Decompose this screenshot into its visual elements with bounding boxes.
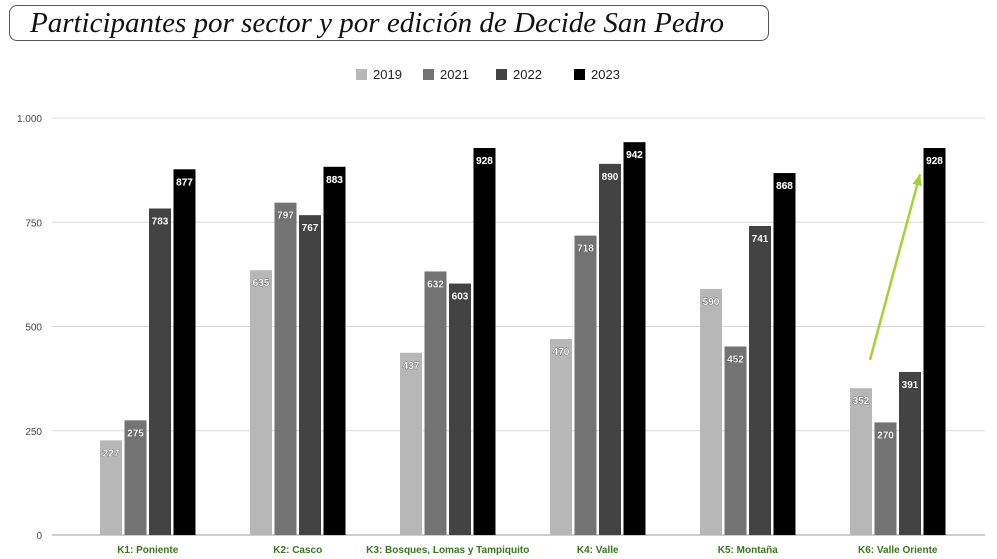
data-label: 741 bbox=[752, 234, 769, 245]
bar bbox=[749, 226, 771, 536]
data-label: 632 bbox=[427, 279, 444, 290]
data-label: 227 bbox=[103, 448, 120, 459]
data-label: 718 bbox=[577, 244, 594, 255]
chart-title-box: Participantes por sector y por edición d… bbox=[9, 5, 769, 41]
chart-title: Participantes por sector y por edición d… bbox=[30, 6, 724, 39]
bar bbox=[550, 339, 572, 535]
data-label: 942 bbox=[626, 150, 643, 161]
bar bbox=[100, 440, 122, 535]
data-label: 270 bbox=[877, 430, 894, 441]
category-label: K4: Valle bbox=[577, 545, 619, 556]
annotation-arrow-line bbox=[868, 173, 922, 361]
bar bbox=[124, 420, 147, 535]
bar bbox=[274, 202, 297, 535]
data-label: 452 bbox=[727, 355, 744, 366]
annotation-arrow-head bbox=[912, 174, 922, 187]
legend-label: 2023 bbox=[591, 67, 620, 82]
data-label: 275 bbox=[127, 428, 144, 439]
bar bbox=[574, 235, 597, 535]
bar bbox=[874, 422, 897, 535]
data-label: 635 bbox=[253, 278, 270, 289]
legend-label: 2022 bbox=[513, 67, 542, 82]
bar bbox=[899, 371, 921, 535]
y-tick-label: 500 bbox=[25, 323, 42, 334]
data-label: 877 bbox=[176, 177, 193, 188]
data-label: 883 bbox=[326, 175, 343, 186]
data-label: 783 bbox=[152, 216, 169, 227]
data-label: 590 bbox=[703, 297, 720, 308]
category-label: K3: Bosques, Lomas y Tampiquito bbox=[366, 545, 529, 556]
category-label: K2: Casco bbox=[273, 545, 322, 556]
bar bbox=[473, 148, 496, 536]
bar bbox=[850, 388, 872, 535]
y-tick-label: 750 bbox=[25, 218, 42, 229]
data-label: 928 bbox=[926, 156, 943, 167]
data-label: 470 bbox=[553, 347, 570, 358]
data-label: 928 bbox=[476, 156, 493, 167]
bar bbox=[173, 169, 196, 535]
bar bbox=[424, 271, 447, 535]
data-label: 437 bbox=[403, 361, 420, 372]
category-label: K6: Valle Oriente bbox=[858, 545, 938, 556]
bar bbox=[400, 352, 422, 535]
bar bbox=[250, 270, 272, 535]
bar bbox=[724, 346, 747, 535]
bar bbox=[700, 288, 722, 535]
bar bbox=[149, 208, 171, 535]
bar bbox=[773, 173, 796, 535]
bar bbox=[323, 166, 346, 535]
legend-label: 2019 bbox=[373, 67, 402, 82]
legend-label: 2021 bbox=[440, 67, 469, 82]
bar bbox=[599, 163, 621, 535]
category-label: K5: Montaña bbox=[718, 545, 778, 556]
data-label: 391 bbox=[902, 380, 919, 391]
legend-swatch bbox=[574, 69, 585, 80]
category-label: K1: Poniente bbox=[117, 545, 179, 556]
y-tick-label: 0 bbox=[36, 531, 42, 542]
data-label: 890 bbox=[602, 172, 619, 183]
data-label: 603 bbox=[452, 292, 469, 303]
data-label: 352 bbox=[853, 396, 870, 407]
y-tick-label: 1.000 bbox=[17, 114, 42, 125]
data-label: 767 bbox=[302, 223, 319, 234]
legend-swatch bbox=[356, 69, 367, 80]
data-label: 868 bbox=[776, 181, 793, 192]
bar bbox=[299, 215, 321, 535]
bar bbox=[449, 283, 471, 535]
y-tick-label: 250 bbox=[25, 427, 42, 438]
legend-swatch bbox=[423, 69, 434, 80]
legend-swatch bbox=[496, 69, 507, 80]
bar bbox=[923, 148, 946, 536]
data-label: 797 bbox=[277, 211, 294, 222]
bar bbox=[623, 142, 646, 535]
